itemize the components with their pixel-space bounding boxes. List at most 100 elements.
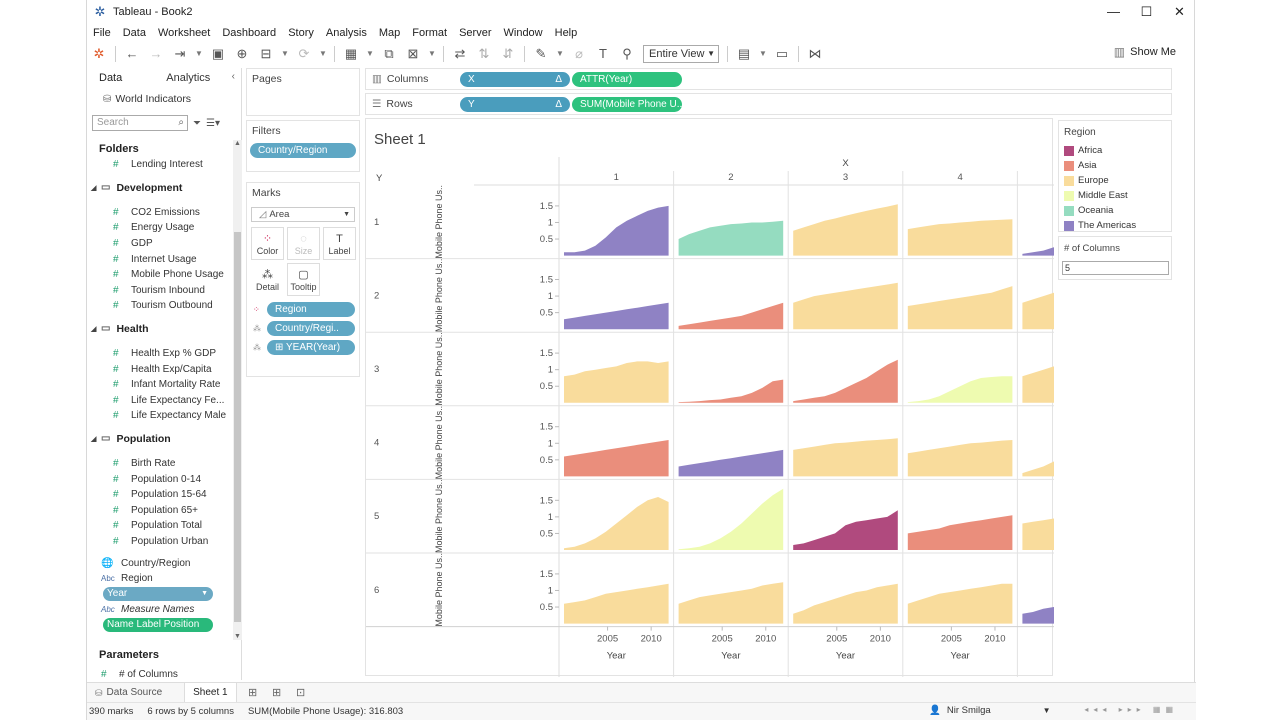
legend-item-oceania[interactable]: Oceania — [1059, 203, 1171, 218]
menu-analysis[interactable]: Analysis — [325, 27, 367, 39]
columns-pill-attr-year[interactable]: ATTR(Year) — [572, 71, 682, 87]
new-worksheet-dropdown-icon[interactable]: ▼ — [366, 49, 374, 58]
menu-help[interactable]: Help — [554, 27, 578, 39]
swap-rows-columns-icon[interactable]: ⇄ — [454, 46, 466, 61]
field-co2-emissions[interactable]: # CO2 Emissions — [87, 205, 233, 221]
new-data-source-icon[interactable]: ⊕ — [236, 46, 248, 61]
color-button[interactable]: ⁘ Color — [251, 227, 284, 260]
duplicate-sheet-icon[interactable]: ⧉ — [384, 46, 394, 61]
field-population-0-14[interactable]: # Population 0-14 — [87, 471, 233, 487]
small-multiples-area-chart[interactable]: X Y 1 2 3 4 5 1 Mobile Phone Us.. 0.5 1 1.5 2 Mobile … — [366, 119, 1054, 677]
field-birth-rate[interactable]: # Birth Rate — [87, 456, 233, 472]
pages-card[interactable]: Pages — [246, 68, 360, 116]
field-lending-interest[interactable]: # Lending Interest — [87, 157, 233, 173]
menu-window[interactable]: Window — [503, 27, 543, 39]
tableau-home-icon[interactable]: ✲ — [93, 46, 105, 61]
sort-ascending-icon[interactable]: ⇅ — [478, 46, 490, 61]
dim-measure-names[interactable]: Abc Measure Names — [87, 602, 233, 618]
field-health-exp-gdp[interactable]: # Health Exp % GDP — [87, 346, 233, 362]
dim-region[interactable]: Abc Region — [87, 571, 233, 587]
scrollbar-thumb[interactable] — [234, 232, 241, 622]
menu-data[interactable]: Data — [122, 27, 146, 39]
tooltip-button[interactable]: ▢ Tooltip — [287, 263, 320, 296]
close-button[interactable]: ✕ — [1174, 4, 1185, 19]
mark-type-dropdown[interactable]: ◿ Area ▼ — [251, 207, 355, 222]
folder-population[interactable]: ◢ ▭ Population — [87, 430, 233, 448]
field-name-label-position[interactable]: Name Label Position — [87, 618, 233, 634]
fit-dropdown[interactable]: Entire View ▼ — [643, 45, 719, 63]
highlight-dropdown-icon[interactable]: ▼ — [556, 49, 564, 58]
clear-dropdown-icon[interactable]: ▼ — [428, 49, 436, 58]
legend-item-africa[interactable]: Africa — [1059, 143, 1171, 158]
field-energy-usage[interactable]: # Energy Usage — [87, 220, 233, 236]
tab-analytics[interactable]: Analytics — [166, 72, 211, 84]
year-field-pill[interactable]: Year ▼ — [103, 587, 213, 602]
data-source-tab[interactable]: ⛁ Data Source — [87, 683, 170, 703]
clear-sheet-icon[interactable]: ⊠ — [407, 46, 419, 61]
show-cards-icon[interactable]: ▤ — [737, 46, 751, 61]
pause-updates-icon[interactable]: ⊟ — [260, 46, 272, 61]
detail-button[interactable]: ⁂ Detail — [251, 263, 284, 296]
chevron-down-icon[interactable]: ▼ — [201, 590, 208, 598]
sheet-1-tab[interactable]: Sheet 1 — [184, 682, 237, 703]
view-options-icon[interactable]: ☰▾ — [206, 117, 220, 129]
new-dashboard-icon[interactable]: ⊞ — [272, 687, 282, 699]
filter-fields-icon[interactable]: ⏷ — [193, 117, 201, 129]
legend-item-middle-east[interactable]: Middle East — [1059, 188, 1171, 203]
rows-pill-sum-mobile[interactable]: SUM(Mobile Phone U.. — [572, 96, 682, 112]
replay-dropdown-icon[interactable]: ▼ — [195, 49, 203, 58]
mark-pill-country[interactable]: ⁂ Country/Regi.. — [253, 321, 355, 336]
field-internet-usage[interactable]: # Internet Usage — [87, 251, 233, 267]
field-population-urban[interactable]: # Population Urban — [87, 534, 233, 550]
pause-dropdown-icon[interactable]: ▼ — [281, 49, 289, 58]
field-tourism-outbound[interactable]: # Tourism Outbound — [87, 298, 233, 314]
presentation-mode-icon[interactable]: ▭ — [775, 46, 789, 61]
share-icon[interactable]: ⋈ — [808, 46, 822, 61]
field-population-total[interactable]: # Population Total — [87, 518, 233, 534]
field-mobile-phone-usage[interactable]: # Mobile Phone Usage — [87, 267, 233, 283]
name-label-position-pill[interactable]: Name Label Position — [103, 618, 213, 633]
field-life-expectancy-male[interactable]: # Life Expectancy Male — [87, 408, 233, 424]
maximize-button[interactable]: ☐ — [1140, 4, 1153, 19]
folder-development[interactable]: ◢ ▭ Development — [87, 179, 233, 197]
worksheet-view[interactable]: Sheet 1 X Y 1 2 3 4 5 1 Mobile Phone Us.. 0.5 1 1.5… — [365, 118, 1054, 677]
menu-dashboard[interactable]: Dashboard — [222, 27, 277, 39]
group-members-icon[interactable]: ⌀ — [575, 46, 583, 61]
menu-worksheet[interactable]: Worksheet — [157, 27, 211, 39]
field-life-expectancy-female[interactable]: # Life Expectancy Fe... — [87, 393, 233, 409]
param-num-columns[interactable]: # # of Columns — [87, 667, 233, 683]
field-population-15-64[interactable]: # Population 15-64 — [87, 487, 233, 503]
fix-axes-icon[interactable]: ⚲ — [622, 46, 632, 61]
dim-year[interactable]: Year ▼ — [87, 586, 233, 602]
new-story-icon[interactable]: ⊡ — [296, 687, 306, 699]
folder-health[interactable]: ◢ ▭ Health — [87, 320, 233, 338]
legend-item-the-americas[interactable]: The Americas — [1059, 218, 1171, 233]
scroll-up-icon[interactable]: ▲ — [234, 140, 241, 147]
field-tourism-inbound[interactable]: # Tourism Inbound — [87, 283, 233, 299]
data-source-item[interactable]: ⛁ World Indicators — [87, 88, 241, 110]
mark-pill-region[interactable]: ⁘ Region — [253, 302, 355, 317]
legend-item-asia[interactable]: Asia — [1059, 158, 1171, 173]
label-button[interactable]: T Label — [323, 227, 356, 260]
mark-pill-year[interactable]: ⁂ ⊞ YEAR(Year) — [253, 340, 355, 355]
menu-file[interactable]: File — [93, 27, 111, 39]
scroll-down-icon[interactable]: ▼ — [234, 633, 241, 640]
field-health-exp-capita[interactable]: # Health Exp/Capita — [87, 361, 233, 377]
field-population-65[interactable]: # Population 65+ — [87, 503, 233, 519]
user-menu[interactable]: 👤 Nir Smilga ▼ — [927, 705, 1063, 716]
filters-card[interactable]: Filters Country/Region — [246, 120, 360, 172]
redo-icon[interactable]: → — [149, 46, 163, 61]
menu-map[interactable]: Map — [378, 27, 401, 39]
collapse-pane-icon[interactable]: ‹ — [231, 71, 235, 82]
sort-descending-icon[interactable]: ⇵ — [502, 46, 514, 61]
field-infant-mortality-rate[interactable]: # Infant Mortality Rate — [87, 377, 233, 393]
dim-country-region[interactable]: 🌐 Country/Region — [87, 555, 233, 571]
num-columns-input[interactable]: 5 — [1062, 261, 1169, 275]
size-button[interactable]: ◌ Size — [287, 227, 320, 260]
legend-item-europe[interactable]: Europe — [1059, 173, 1171, 188]
refresh-dropdown-icon[interactable]: ▼ — [319, 49, 327, 58]
